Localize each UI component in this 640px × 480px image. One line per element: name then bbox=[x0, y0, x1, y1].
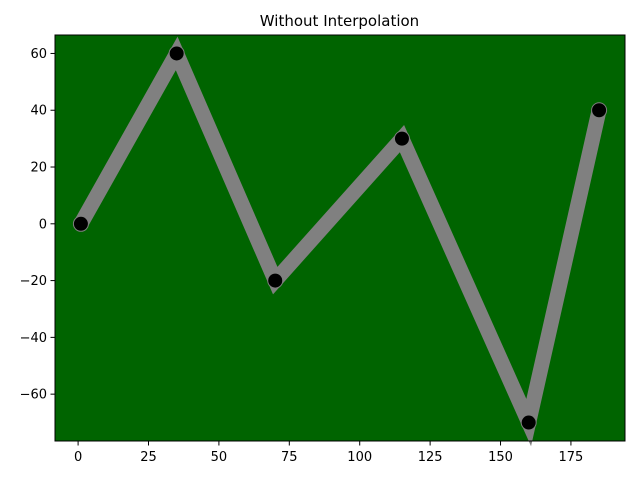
axes-frame bbox=[54, 34, 626, 442]
x-tick-label: 0 bbox=[74, 450, 82, 465]
series-line bbox=[74, 36, 607, 447]
data-point bbox=[168, 45, 185, 62]
y-tick-label: −60 bbox=[20, 388, 47, 403]
data-point bbox=[591, 102, 608, 119]
x-tick-label: 50 bbox=[211, 450, 228, 465]
x-tick-label: 125 bbox=[418, 450, 443, 465]
data-point bbox=[267, 272, 284, 289]
x-tick-label: 175 bbox=[559, 450, 584, 465]
x-tick-label: 150 bbox=[488, 450, 513, 465]
data-point bbox=[393, 130, 410, 147]
y-tick-label: 0 bbox=[39, 217, 47, 232]
x-tick-label: 100 bbox=[347, 450, 372, 465]
y-tick-label: −20 bbox=[20, 274, 47, 289]
data-point bbox=[520, 414, 537, 431]
x-tick-label: 75 bbox=[281, 450, 298, 465]
series-group bbox=[72, 36, 608, 447]
chart-title: Without Interpolation bbox=[260, 12, 419, 30]
data-point bbox=[72, 215, 89, 232]
x-tick-label: 25 bbox=[140, 450, 157, 465]
y-tick-label: 20 bbox=[30, 161, 47, 176]
y-tick-label: 40 bbox=[30, 104, 47, 119]
y-tick-label: 60 bbox=[30, 47, 47, 62]
axes-group: 0 25 50 75 100 125 150 175 −60 −40 −20 0 20 40 60 bbox=[20, 34, 626, 465]
y-tick-label: −40 bbox=[20, 331, 47, 346]
